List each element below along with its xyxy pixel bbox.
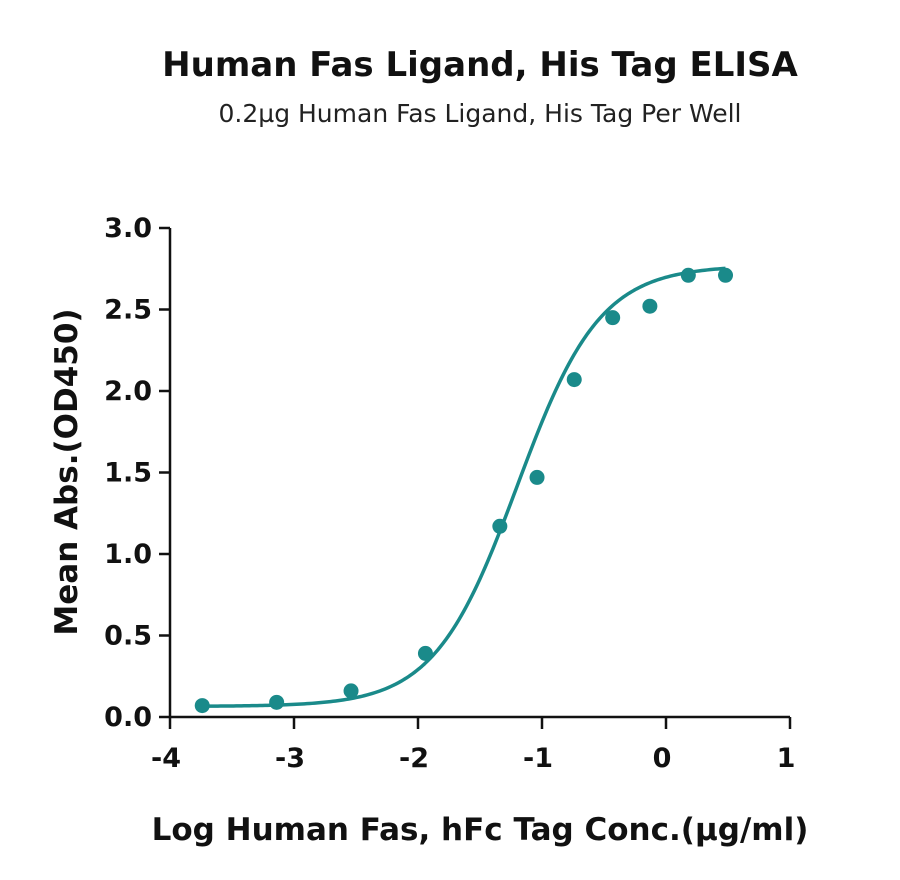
y-tick-label: 2.0	[104, 376, 152, 407]
data-point	[269, 694, 285, 710]
x-tick-label: -1	[523, 743, 553, 774]
data-point	[642, 298, 658, 314]
fit-curve	[202, 266, 726, 708]
x-tick-label: -3	[275, 743, 305, 774]
data-points	[194, 267, 734, 714]
data-point	[566, 372, 582, 388]
x-axis-ticks: -4 -3 -2 -1 0 1	[151, 717, 795, 774]
y-tick-label: 2.5	[104, 295, 152, 326]
y-tick-label: 3.0	[104, 213, 152, 244]
x-tick-label: -4	[151, 743, 181, 774]
fit-curve-layer	[202, 266, 726, 708]
x-tick-label: 1	[777, 743, 796, 774]
y-axis-ticks: 0.0 0.5 1.0 1.5 2.0 2.5 3.0	[104, 213, 170, 733]
data-point	[605, 310, 621, 326]
y-tick-label: 0.0	[104, 702, 152, 733]
data-point	[417, 645, 433, 661]
y-tick-label: 1.0	[104, 539, 152, 570]
axes	[168, 228, 790, 719]
chart-subtitle: 0.2µg Human Fas Ligand, His Tag Per Well	[219, 99, 742, 128]
y-tick-label: 1.5	[104, 458, 152, 489]
chart-title: Human Fas Ligand, His Tag ELISA	[162, 45, 798, 85]
y-axis-label: Mean Abs.(OD450)	[49, 308, 85, 635]
data-point	[343, 683, 359, 699]
data-point	[194, 698, 210, 714]
data-point	[718, 267, 734, 283]
x-tick-label: 0	[653, 743, 672, 774]
x-axis-label: Log Human Fas, hFc Tag Conc.(µg/ml)	[152, 812, 809, 848]
y-tick-label: 0.5	[104, 621, 152, 652]
x-tick-label: -2	[399, 743, 429, 774]
data-point	[492, 518, 508, 534]
data-point	[529, 469, 545, 485]
data-point	[680, 267, 696, 283]
